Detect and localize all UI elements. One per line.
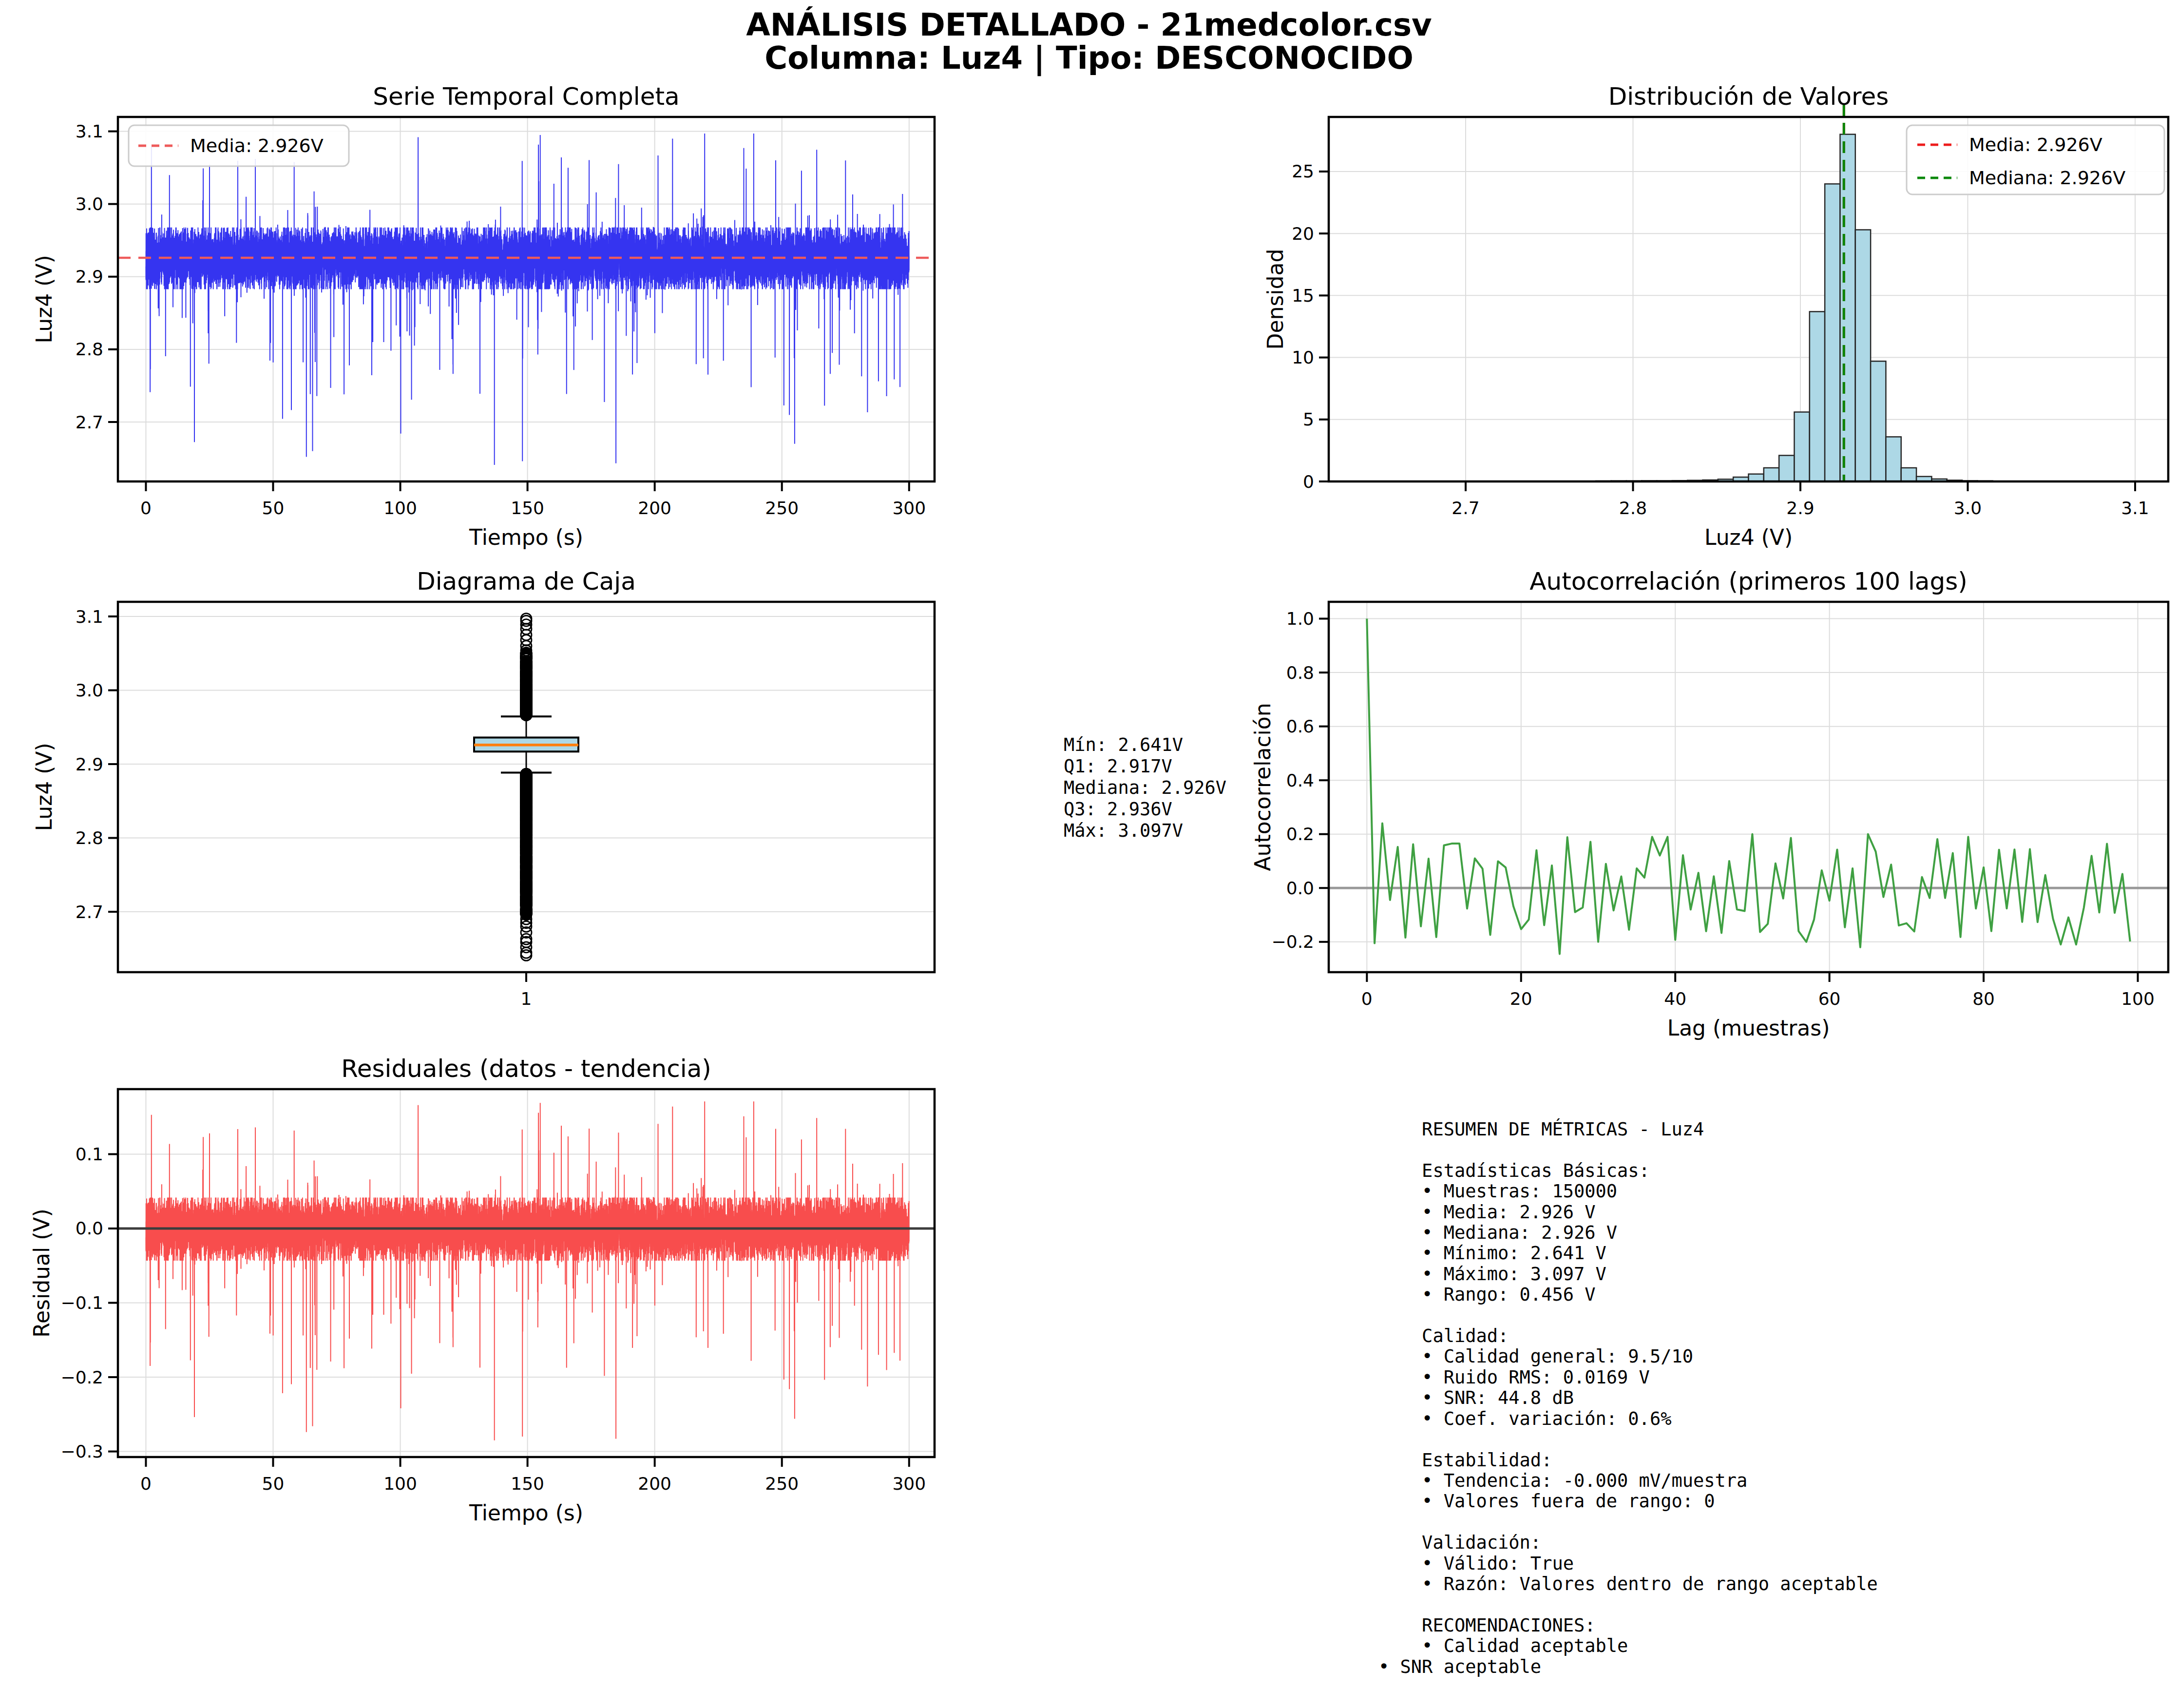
legend-label: Media: 2.926V [1969,134,2102,155]
legend: Media: 2.926V [129,125,349,166]
chart-serie_temporal: 0 50 100 150 200 250 300 2.7 2.8 2.9 3.0 3.1 Serie T… [32,82,935,550]
x-tick-label: 300 [892,1474,926,1494]
x-tick-label: 3.0 [1954,498,1982,518]
x-tick-label: 50 [262,498,285,518]
y-axis-label: Luz4 (V) [32,255,57,343]
x-axis-label: Luz4 (V) [1704,525,1793,550]
x-tick-label: 300 [892,498,926,518]
y-tick-label: 10 [1292,347,1314,367]
y-tick-label: −0.2 [61,1367,103,1387]
y-tick-label: 2.8 [76,828,103,848]
acf-line [1367,619,2130,954]
x-tick-label: 20 [1510,989,1532,1009]
y-tick-label: 20 [1292,224,1314,244]
chart-autocorrelacion: 0 20 40 60 80 100 −0.2 0.0 0.2 0.4 0.6 0.8 1.0 Autoco… [1250,567,2169,1040]
y-tick-label: 15 [1292,286,1314,306]
x-tick-label: 100 [383,498,417,518]
y-tick-label: −0.1 [61,1293,103,1313]
axes-frame [118,1089,935,1457]
chart-caja: 1 2.7 2.8 2.9 3.0 3.1 Diagrama de Caja Luz4 (V) [32,567,935,1009]
y-tick-label: −0.2 [1272,932,1314,952]
y-tick-label: 0.2 [1286,824,1314,844]
x-tick-label: 80 [1972,989,1995,1009]
chart-distribucion: 2.7 2.8 2.9 3.0 3.1 0 5 10 15 20 25 Distribución de… [1263,82,2169,550]
outliers [521,614,532,961]
x-tick-label: 0 [1361,989,1373,1009]
y-tick-label: 0.8 [1286,663,1314,683]
x-tick-label: 0 [140,498,152,518]
y-tick-label: 2.7 [76,412,103,432]
chart-title: Residuales (datos - tendencia) [341,1055,711,1083]
x-tick-label: 0 [140,1474,152,1494]
y-tick-label: 25 [1292,161,1314,181]
y-axis-label: Residual (V) [29,1209,54,1337]
x-tick-label: 1 [521,989,532,1009]
y-tick-label: 0.4 [1286,770,1314,790]
y-tick-label: 2.8 [76,339,103,359]
y-axis-label: Luz4 (V) [32,743,57,831]
x-tick-label: 2.7 [1452,498,1479,518]
legend: Media: 2.926V Mediana: 2.926V [1907,125,2164,194]
y-tick-label: −0.3 [61,1441,103,1461]
axes-frame [118,117,935,481]
x-tick-label: 100 [2121,989,2155,1009]
x-tick-label: 150 [511,1474,544,1494]
y-tick-label: 3.1 [76,121,103,141]
y-tick-label: 2.9 [76,267,103,287]
metrics-summary-text: RESUMEN DE MÉTRICAS - Luz4 Estadísticas … [1378,1119,1878,1677]
x-tick-label: 2.8 [1619,498,1647,518]
x-tick-label: 40 [1664,989,1686,1009]
figure-root: ANÁLISIS DETALLADO - 21medcolor.csv Colu… [0,0,2178,1708]
x-axis-label: Tiempo (s) [469,1500,583,1525]
chart-title: Autocorrelación (primeros 100 lags) [1529,567,1967,595]
y-tick-label: 0.0 [76,1218,103,1238]
x-tick-label: 200 [638,1474,671,1494]
y-axis-label: Autocorrelación [1250,703,1275,871]
x-tick-label: 250 [765,498,799,518]
y-tick-label: 2.7 [76,902,103,922]
chart-residuales: 0 50 100 150 200 250 300 0.1 0.0 −0.1 −0.2 −0.3 Resi… [29,1055,935,1525]
x-tick-label: 150 [511,498,544,518]
y-tick-label: 1.0 [1286,609,1314,629]
legend-label: Media: 2.926V [190,135,324,156]
y-tick-label: 2.9 [76,754,103,774]
x-axis-label: Tiempo (s) [469,525,583,550]
y-tick-label: 3.1 [76,607,103,627]
x-tick-label: 60 [1818,989,1841,1009]
x-tick-label: 2.9 [1786,498,1814,518]
y-tick-label: 3.0 [76,194,103,214]
chart-title: Serie Temporal Completa [373,82,679,111]
x-tick-label: 200 [638,498,671,518]
chart-title: Diagrama de Caja [417,567,636,595]
x-tick-label: 50 [262,1474,285,1494]
legend-label: Mediana: 2.926V [1969,167,2125,189]
y-tick-label: 0.6 [1286,716,1314,736]
axes-frame [1329,602,2168,972]
y-tick-label: 0 [1303,472,1314,492]
x-tick-label: 3.1 [2121,498,2149,518]
x-tick-label: 250 [765,1474,799,1494]
y-axis-label: Densidad [1263,249,1288,350]
x-tick-label: 100 [383,1474,417,1494]
y-tick-label: 3.0 [76,680,103,700]
y-tick-label: 5 [1303,409,1314,429]
y-tick-label: 0.1 [76,1144,103,1164]
y-tick-label: 0.0 [1286,878,1314,898]
chart-title: Distribución de Valores [1608,82,1889,111]
boxplot-stats-text: Mín: 2.641V Q1: 2.917V Mediana: 2.926V Q… [1064,734,1226,842]
x-axis-label: Lag (muestras) [1667,1016,1830,1040]
